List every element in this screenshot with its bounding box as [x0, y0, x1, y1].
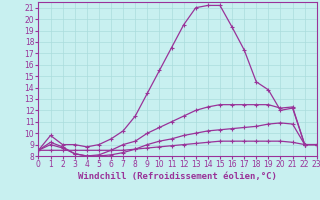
X-axis label: Windchill (Refroidissement éolien,°C): Windchill (Refroidissement éolien,°C)	[78, 172, 277, 181]
